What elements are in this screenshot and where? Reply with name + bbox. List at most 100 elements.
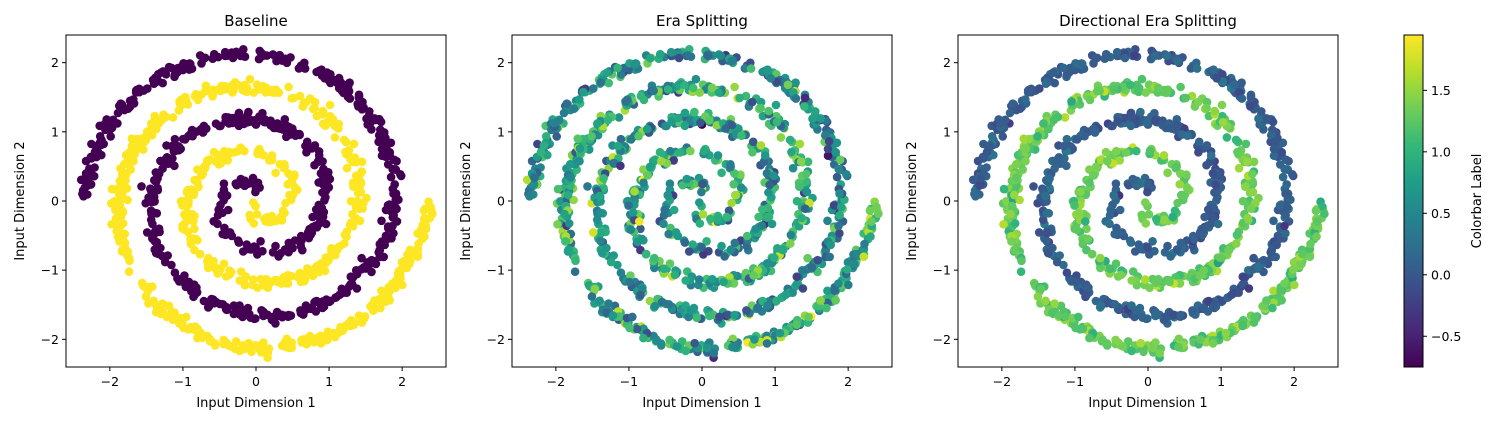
data-point bbox=[296, 306, 305, 315]
data-point bbox=[826, 240, 835, 250]
data-point bbox=[1048, 243, 1057, 253]
data-point bbox=[250, 118, 259, 127]
data-point bbox=[1194, 97, 1203, 107]
data-point bbox=[1010, 219, 1020, 228]
y-tick-label: −1 bbox=[933, 263, 951, 278]
data-point bbox=[1209, 301, 1218, 310]
data-point bbox=[1082, 290, 1091, 300]
data-point bbox=[1074, 312, 1083, 322]
data-point bbox=[800, 93, 810, 103]
data-point bbox=[603, 115, 613, 125]
data-point bbox=[665, 335, 674, 345]
data-point bbox=[587, 132, 596, 141]
data-point bbox=[277, 310, 287, 320]
data-point bbox=[1016, 267, 1026, 277]
data-point bbox=[1052, 257, 1062, 267]
data-point bbox=[335, 290, 345, 300]
data-point bbox=[106, 132, 115, 141]
data-point bbox=[769, 253, 779, 262]
data-point bbox=[836, 202, 846, 212]
data-point bbox=[1136, 107, 1145, 117]
data-point bbox=[539, 141, 549, 150]
data-point bbox=[1320, 209, 1329, 219]
data-point bbox=[1130, 312, 1139, 322]
data-point bbox=[249, 198, 258, 207]
data-point bbox=[1118, 342, 1128, 351]
data-point bbox=[346, 196, 356, 206]
data-point bbox=[1188, 231, 1198, 241]
data-point bbox=[228, 53, 238, 63]
data-point bbox=[696, 118, 705, 127]
data-point bbox=[213, 264, 223, 274]
colorbar-tick-label: 0.5 bbox=[1431, 206, 1451, 221]
data-point bbox=[377, 216, 386, 226]
data-point bbox=[715, 312, 724, 322]
data-point bbox=[186, 324, 196, 334]
data-point bbox=[686, 306, 695, 315]
data-point bbox=[786, 230, 796, 240]
data-point bbox=[1248, 187, 1258, 197]
data-point bbox=[596, 228, 606, 238]
data-point bbox=[639, 333, 648, 343]
data-point bbox=[240, 306, 249, 315]
data-point bbox=[655, 147, 665, 157]
data-point bbox=[1217, 100, 1227, 110]
data-point bbox=[709, 348, 719, 358]
panel-baseline: −2 −1 0 1 2 −2 −1 0 1 2 Baseline Input Dimension… bbox=[13, 12, 447, 411]
data-point bbox=[669, 205, 679, 215]
data-point bbox=[170, 161, 179, 171]
data-point bbox=[1009, 190, 1019, 200]
data-point bbox=[553, 220, 562, 229]
data-point bbox=[1112, 146, 1121, 156]
data-point bbox=[643, 171, 653, 180]
data-point bbox=[1109, 191, 1119, 200]
data-point bbox=[190, 290, 199, 300]
data-point bbox=[346, 280, 355, 289]
data-point bbox=[1277, 148, 1287, 157]
data-point bbox=[659, 264, 669, 274]
data-point bbox=[713, 151, 723, 160]
data-point bbox=[1148, 343, 1158, 353]
data-point bbox=[690, 107, 699, 117]
data-point bbox=[1172, 162, 1181, 172]
data-point bbox=[180, 271, 189, 280]
data-point bbox=[1237, 94, 1247, 103]
data-point bbox=[663, 191, 673, 200]
x-tick-label: −2 bbox=[101, 374, 119, 389]
data-point bbox=[385, 148, 395, 157]
data-point bbox=[1262, 114, 1271, 123]
data-point bbox=[730, 238, 740, 248]
data-point bbox=[1222, 133, 1232, 142]
data-point bbox=[240, 146, 249, 156]
data-point bbox=[762, 169, 772, 178]
data-point bbox=[266, 121, 276, 130]
data-point bbox=[318, 188, 327, 197]
data-point bbox=[267, 215, 277, 224]
data-point bbox=[688, 240, 697, 249]
data-point bbox=[556, 197, 565, 206]
data-point bbox=[1008, 99, 1018, 108]
data-point bbox=[681, 276, 690, 285]
data-point bbox=[1002, 197, 1011, 206]
data-point bbox=[823, 144, 833, 154]
data-point bbox=[184, 187, 193, 196]
data-point bbox=[244, 107, 253, 117]
data-point bbox=[609, 251, 618, 260]
data-point bbox=[404, 259, 413, 269]
data-point bbox=[302, 148, 311, 157]
data-point bbox=[783, 80, 793, 90]
data-point bbox=[319, 180, 328, 190]
data-point bbox=[330, 133, 340, 142]
data-point bbox=[737, 131, 746, 140]
data-point bbox=[1060, 113, 1070, 122]
data-point bbox=[179, 323, 188, 333]
data-point bbox=[832, 172, 842, 182]
data-point bbox=[795, 182, 804, 191]
data-point bbox=[1119, 113, 1129, 123]
data-point bbox=[193, 95, 203, 105]
data-point bbox=[223, 205, 233, 215]
data-point bbox=[987, 132, 997, 141]
data-point bbox=[792, 320, 801, 330]
data-point bbox=[268, 88, 278, 97]
